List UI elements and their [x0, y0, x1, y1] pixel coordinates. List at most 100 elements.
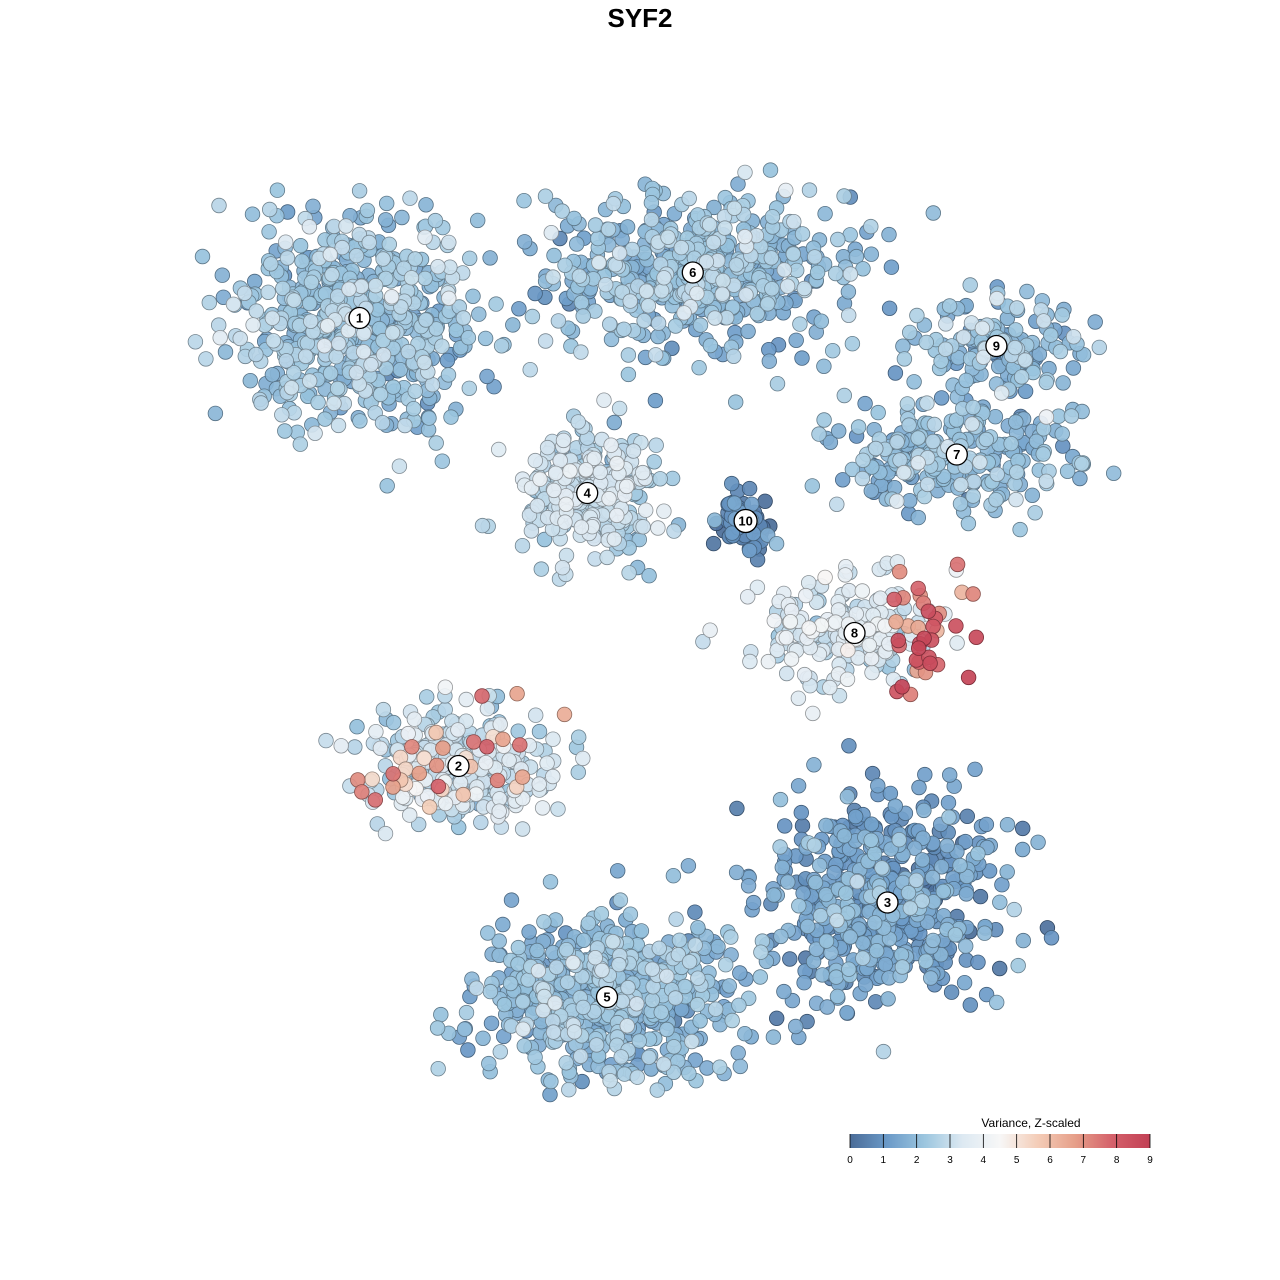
cell-point [726, 200, 743, 217]
cluster-label-badge [876, 891, 899, 914]
cell-point [611, 956, 627, 973]
cell-point [1031, 346, 1048, 362]
cell-point [881, 300, 898, 317]
cell-point [428, 321, 445, 337]
cell-point [571, 268, 588, 284]
cell-point [817, 205, 833, 222]
points-layer [187, 162, 1122, 1103]
cell-point [999, 864, 1015, 880]
cell-point [970, 954, 986, 971]
cell-point [310, 394, 326, 411]
colorbar-title: Variance, Z-scaled [981, 1116, 1080, 1130]
cell-point [732, 1058, 749, 1075]
cell-point [624, 241, 641, 258]
cell-point [277, 423, 293, 439]
cell-point [705, 535, 722, 552]
cell-point [1008, 322, 1024, 338]
cluster-label-badge [843, 621, 866, 645]
cell-point [698, 254, 715, 270]
cell-point [558, 942, 575, 958]
cell-point [975, 349, 992, 366]
cell-point [636, 313, 652, 329]
cell-point [492, 716, 508, 733]
cell-point [635, 464, 651, 481]
cell-point [298, 348, 314, 365]
cell-point [817, 569, 833, 586]
cell-point [952, 857, 968, 874]
cell-point [546, 482, 562, 499]
cell-point [404, 739, 420, 755]
cell-point [265, 333, 282, 349]
colorbar-legend: Variance, Z-scaled 0 1 2 3 4 5 6 7 8 9 [847, 1116, 1153, 1166]
cell-point [902, 324, 918, 341]
cell-point [829, 988, 846, 1005]
cell-point [391, 458, 408, 474]
cell-point [992, 960, 1008, 977]
cell-point [330, 288, 346, 304]
cell-point [1027, 505, 1043, 521]
cell-point [866, 845, 883, 862]
cell-point [741, 542, 758, 559]
cell-point [460, 330, 477, 346]
cell-point [211, 197, 227, 214]
cell-point [828, 265, 844, 282]
cell-point [341, 281, 357, 297]
cell-point [575, 999, 591, 1016]
cell-point [792, 316, 808, 332]
cell-point [909, 307, 925, 324]
cell-point [480, 925, 496, 941]
cell-point [649, 1082, 666, 1098]
cell-point [620, 979, 636, 996]
cell-point [1009, 464, 1025, 480]
cell-point [731, 997, 747, 1014]
cell-point [527, 452, 544, 469]
cell-point [886, 591, 902, 608]
cell-point [847, 808, 864, 825]
cell-point [491, 933, 507, 949]
cell-point [232, 330, 248, 347]
cell-point [647, 392, 664, 409]
cell-point [907, 840, 923, 856]
cell-point [933, 859, 950, 875]
cell-point [863, 650, 880, 667]
cell-point [763, 250, 780, 266]
cell-point [842, 266, 859, 282]
cluster-label-badge [985, 334, 1008, 358]
cell-point [958, 372, 974, 389]
cell-point [949, 556, 966, 573]
cell-point [261, 224, 277, 240]
cell-point [354, 784, 370, 800]
cell-point [1087, 314, 1103, 330]
cell-point [644, 992, 661, 1009]
cell-point [1028, 433, 1045, 450]
cell-point [761, 353, 778, 369]
cell-point [999, 817, 1016, 833]
cell-point [368, 724, 384, 740]
cell-point [573, 294, 590, 311]
cell-point [493, 338, 510, 354]
cell-point [718, 957, 734, 973]
cell-point [407, 251, 423, 267]
cell-point [417, 270, 433, 287]
cell-point [631, 1033, 648, 1049]
cell-point [1017, 352, 1033, 368]
cell-point [474, 688, 490, 704]
cell-point [965, 399, 981, 416]
cell-point [374, 415, 391, 431]
cell-point [406, 711, 423, 727]
cell-point [782, 614, 799, 630]
cell-point [562, 463, 578, 479]
cell-point [593, 906, 610, 922]
cell-point [960, 515, 977, 532]
cell-point [881, 226, 897, 243]
cell-point [910, 430, 926, 446]
cell-point [887, 365, 904, 381]
cell-point [841, 738, 857, 754]
cell-point [687, 937, 703, 953]
cell-point [359, 202, 376, 219]
cell-point [918, 953, 934, 969]
cluster-label-5: 5 [595, 985, 619, 1009]
cell-point [460, 1042, 476, 1058]
cell-point [717, 220, 733, 236]
cell-point [695, 634, 711, 650]
